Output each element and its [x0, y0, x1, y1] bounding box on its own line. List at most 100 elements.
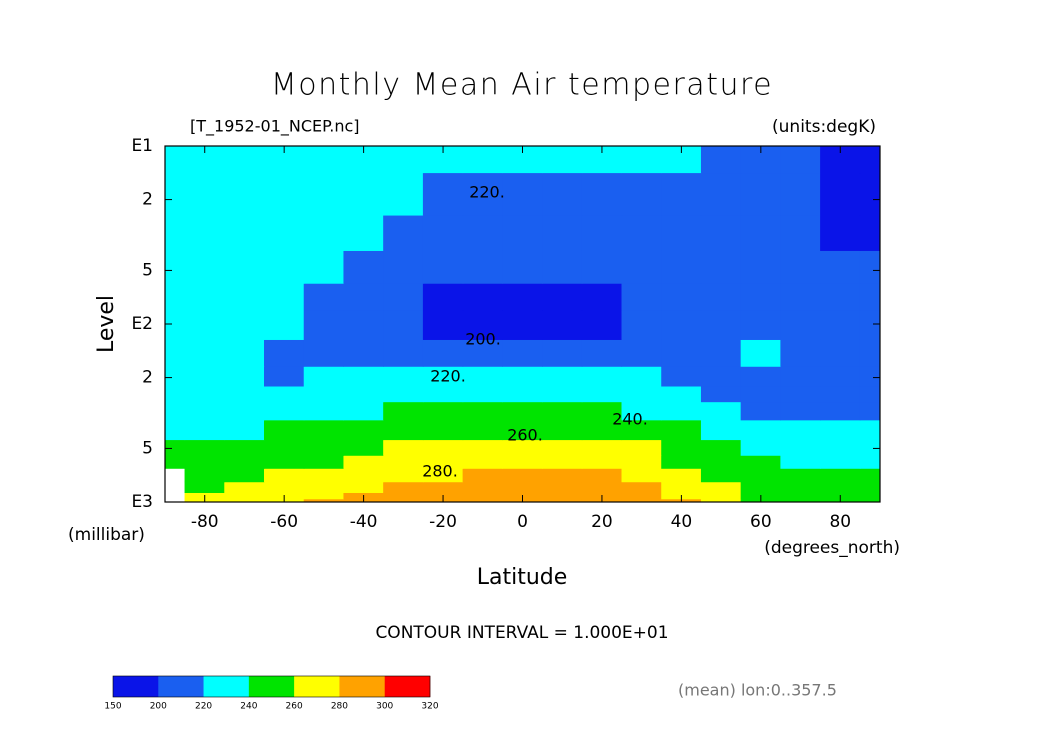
field-cell [462, 468, 503, 483]
field-cell [661, 385, 702, 403]
field-cell [502, 401, 543, 421]
field-cell [303, 339, 345, 367]
field-cell [581, 468, 623, 483]
colorbar-label: 150 [104, 702, 121, 712]
field-cell [740, 481, 781, 494]
field-cell [422, 468, 464, 483]
footnote: (mean) lon:0..357.5 [678, 681, 837, 700]
field-cell [303, 455, 345, 469]
x-tick-label: 80 [829, 512, 851, 532]
field-cell [542, 145, 583, 174]
field-cell [462, 419, 503, 441]
field-cell [780, 250, 821, 284]
field-cell [700, 439, 742, 456]
field-cell [383, 439, 424, 456]
field-cell [422, 481, 464, 494]
field-cell [224, 419, 265, 441]
field-cell [264, 250, 305, 284]
field-cell [581, 283, 623, 311]
field-cell [502, 366, 543, 387]
field-cell [859, 468, 881, 483]
field-cell [621, 283, 662, 311]
field-cell [581, 214, 623, 251]
field-cell [224, 214, 265, 251]
field-cell [264, 385, 305, 403]
field-cell [820, 339, 861, 367]
field-cell [820, 401, 861, 421]
field-cell [859, 481, 881, 494]
field-cell [502, 283, 543, 311]
units-label: (units:degK) [772, 117, 876, 137]
field-cell [542, 214, 583, 251]
field-cell [224, 439, 265, 456]
field-cell [859, 455, 881, 469]
y-tick-label: E2 [131, 314, 153, 334]
field-cell [621, 492, 662, 500]
field-cell [184, 366, 225, 387]
field-cell [422, 455, 464, 469]
field-cell [264, 172, 305, 216]
field-cell [859, 419, 881, 441]
field-cell [184, 309, 225, 340]
field-cell [462, 455, 503, 469]
field-cell [224, 468, 265, 483]
field-cell [621, 419, 662, 441]
field-cell [224, 283, 265, 311]
x-tick-label: -80 [191, 512, 219, 532]
field-cell [303, 385, 345, 403]
field-cell [542, 283, 583, 311]
field-cell [502, 309, 543, 340]
colorbar-frame [112, 675, 431, 698]
field [164, 145, 881, 503]
field-cell [542, 439, 583, 456]
field-cell [224, 366, 265, 387]
field-cell [780, 145, 821, 174]
field-cell [383, 366, 424, 387]
field-cell [422, 401, 464, 421]
field-cell [700, 455, 742, 469]
field-cell [184, 250, 225, 284]
field-cell [581, 339, 623, 367]
x-tick-label: -40 [350, 512, 378, 532]
field-cell [383, 283, 424, 311]
field-cell [224, 401, 265, 421]
field-cell [661, 401, 702, 421]
y-unit: (millibar) [68, 525, 145, 545]
field-cell [383, 214, 424, 251]
field-cell [780, 439, 821, 456]
field-cell [700, 401, 742, 421]
field-cell [383, 492, 424, 500]
field-cell [343, 401, 384, 421]
field-cell [462, 498, 503, 503]
x-tick-label: -60 [270, 512, 298, 532]
colorbar-label: 260 [286, 702, 303, 712]
field-cell [224, 498, 265, 503]
field-cell [780, 455, 821, 469]
field-cell [264, 439, 305, 456]
field-cell [343, 439, 384, 456]
field-cell [303, 250, 345, 284]
field-cell [224, 385, 265, 403]
field-cell [462, 309, 503, 340]
field-cell [859, 339, 881, 367]
field-cell [661, 283, 702, 311]
field-cell [383, 419, 424, 441]
field-cell [164, 366, 186, 387]
field-cell [700, 309, 742, 340]
chart-title: Monthly Mean Air temperature [271, 68, 773, 103]
field-cell [581, 309, 623, 340]
field-cell [164, 172, 186, 216]
contour-interval: CONTOUR INTERVAL = 1.000E+01 [375, 623, 668, 643]
field-cell [859, 492, 881, 500]
field-cell [820, 419, 861, 441]
colorbar-segment [158, 676, 204, 697]
field-cell [621, 468, 662, 483]
field-cell [780, 339, 821, 367]
field-cell [462, 385, 503, 403]
field-cell [383, 401, 424, 421]
field-cell [581, 385, 623, 403]
field-cell [343, 385, 384, 403]
field-cell [542, 366, 583, 387]
field-cell [542, 250, 583, 284]
